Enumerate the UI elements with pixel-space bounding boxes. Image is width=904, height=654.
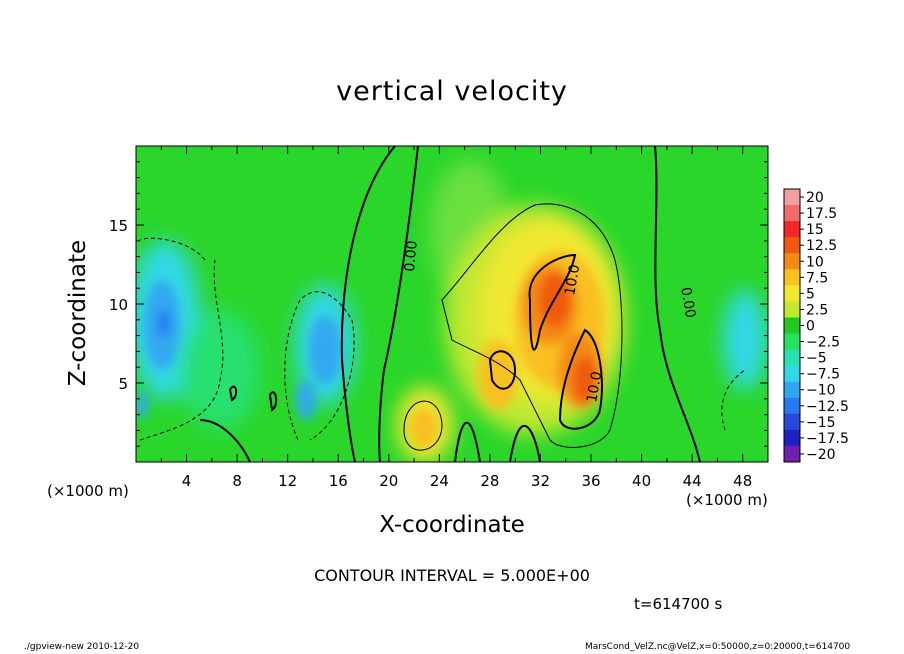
colorbar-label: 20 [806, 190, 824, 206]
x-tick-label: 24 [430, 472, 449, 490]
heatmap-field: 0.00 10.0 10.0 0.00 [136, 146, 768, 462]
x-unit-right: (×1000 m) [686, 491, 768, 509]
colorbar-swatch [784, 237, 800, 254]
contour-label: 10.0 [584, 370, 605, 403]
contour-label: 0.00 [402, 240, 421, 272]
colorbar-label: 2.5 [806, 302, 828, 318]
colorbar-label: 17.5 [806, 206, 837, 222]
colorbar-swatch [784, 365, 800, 383]
colorbar-swatch [784, 205, 800, 222]
colorbar-label: 7.5 [806, 270, 828, 286]
time-label: t=614700 s [634, 595, 723, 613]
x-tick-label: 28 [480, 472, 499, 490]
colorbar-swatch [784, 269, 800, 286]
x-tick-label: 20 [379, 472, 398, 490]
colorbar-swatch [784, 253, 800, 270]
colorbar-swatch [784, 349, 800, 367]
colorbar-label: −10 [806, 383, 836, 399]
colorbar-label: −12.5 [806, 399, 849, 415]
chart-title: vertical velocity [336, 76, 568, 107]
colorbar-label: 15 [806, 222, 824, 238]
colorbar-swatch [784, 429, 800, 447]
colorbar-label: 10 [806, 254, 824, 270]
colorbar-swatch [784, 189, 800, 206]
x-tick-label: 16 [329, 472, 348, 490]
x-tick-label: 40 [632, 472, 651, 490]
x-tick-label: 12 [278, 472, 297, 490]
colorbar-label: 0 [806, 319, 815, 335]
colorbar-swatch [784, 301, 800, 318]
colorbar-swatch [784, 381, 800, 399]
colorbar-swatch [784, 413, 800, 431]
x-axis: 4 8 12 16 20 24 28 32 36 40 44 48 [160, 146, 752, 490]
footer-left: ./gpview-new 2010-12-20 [24, 642, 140, 652]
colorbar: 2017.51512.5107.552.50−2.5−5−7.5−10−12.5… [783, 188, 849, 463]
x-tick-label: 8 [232, 472, 242, 490]
y-tick-label: 10 [109, 296, 128, 314]
colorbar-label: 5 [806, 286, 815, 302]
colorbar-label: −20 [806, 447, 836, 463]
colorbar-swatch [784, 285, 800, 302]
colorbar-label: 12.5 [806, 238, 837, 254]
x-tick-label: 36 [581, 472, 600, 490]
colorbar-swatch [784, 317, 800, 335]
y-axis-label: Z-coordinate [65, 239, 91, 387]
colorbar-label: −2.5 [806, 335, 840, 351]
colorbar-label: −15 [806, 415, 836, 431]
y-tick-label: 5 [118, 375, 128, 393]
y-tick-label: 15 [109, 217, 128, 235]
x-tick-label: 44 [683, 472, 702, 490]
colorbar-label: −5 [806, 351, 827, 367]
colorbar-swatch [784, 445, 800, 463]
colorbar-swatch [784, 221, 800, 238]
x-axis-label: X-coordinate [379, 512, 525, 538]
x-unit-left: (×1000 m) [47, 482, 129, 500]
x-tick-label: 48 [733, 472, 752, 490]
contour-interval: CONTOUR INTERVAL = 5.000E+00 [314, 566, 590, 585]
y-axis: 5 10 15 [109, 161, 768, 447]
x-tick-label: 32 [531, 472, 550, 490]
colorbar-label: −17.5 [806, 431, 849, 447]
contour-label: 0.00 [677, 286, 698, 319]
x-tick-label: 4 [182, 472, 192, 490]
footer-right: MarsCond_VelZ.nc@VelZ,x=0:50000,z=0:2000… [585, 642, 851, 652]
contour-label: 10.0 [562, 263, 583, 296]
colorbar-label: −7.5 [806, 367, 840, 383]
colorbar-swatch [784, 333, 800, 351]
colorbar-swatch [784, 397, 800, 415]
